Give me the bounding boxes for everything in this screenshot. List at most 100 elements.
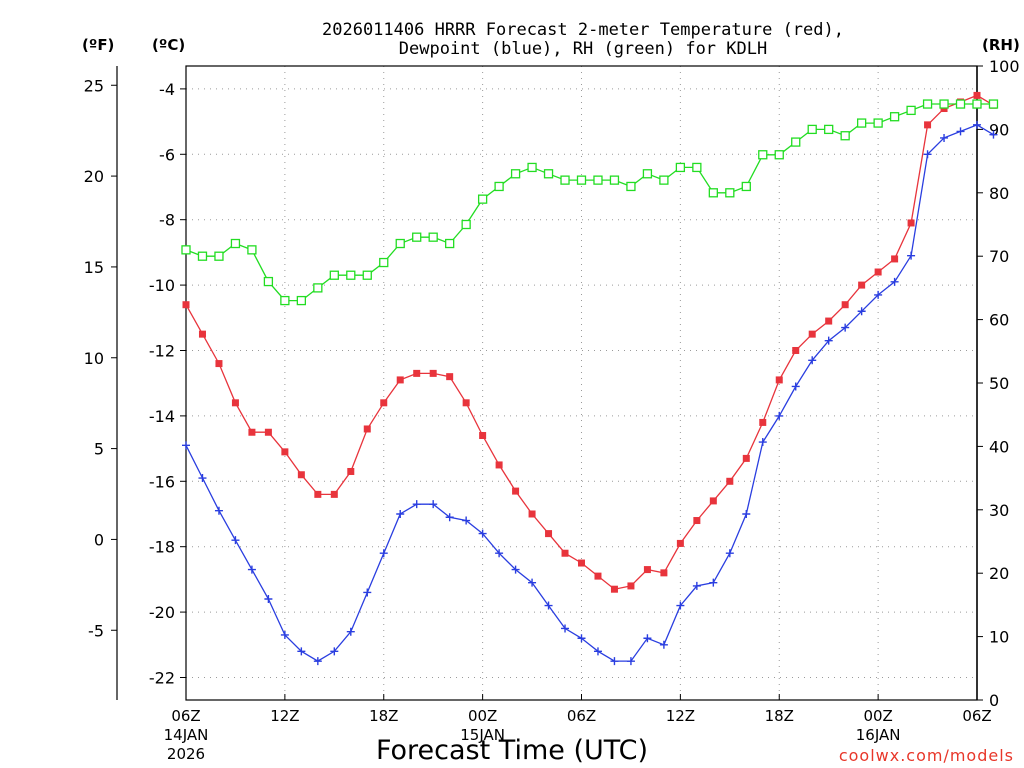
temperature-point bbox=[363, 425, 371, 433]
rh-point bbox=[412, 232, 422, 242]
rh-point bbox=[428, 232, 438, 242]
rh-point bbox=[214, 251, 224, 261]
rh-point bbox=[659, 175, 669, 185]
celsius-tick-label: -10 bbox=[149, 276, 175, 295]
dewpoint-point bbox=[940, 133, 949, 142]
dewpoint-point bbox=[313, 657, 322, 666]
celsius-tick-label: -6 bbox=[159, 145, 175, 164]
dewpoint-point bbox=[478, 529, 487, 538]
dewpoint-point bbox=[182, 441, 190, 450]
rh-point bbox=[230, 238, 241, 249]
rh-point bbox=[576, 175, 587, 185]
temperature-point bbox=[874, 268, 882, 276]
rh-point bbox=[856, 118, 867, 128]
dewpoint-point bbox=[379, 549, 388, 558]
rh-tick-label: 0 bbox=[989, 691, 999, 710]
temperature-point bbox=[726, 477, 734, 485]
rh-point bbox=[461, 219, 471, 230]
fahrenheit-tick-label: 10 bbox=[84, 349, 104, 368]
dewpoint-point bbox=[429, 500, 438, 509]
temperature-point bbox=[479, 432, 487, 440]
rh-point bbox=[280, 295, 290, 306]
rh-point bbox=[939, 99, 949, 109]
dewpoint-point bbox=[544, 601, 553, 610]
temperature-point bbox=[693, 517, 701, 525]
dewpoint-point bbox=[330, 647, 339, 656]
temperature-point bbox=[891, 255, 899, 263]
celsius-tick-label: -22 bbox=[149, 668, 175, 687]
rh-tick-label: 60 bbox=[989, 311, 1009, 330]
temperature-point bbox=[231, 399, 239, 407]
celsius-tick-label: -8 bbox=[159, 211, 175, 230]
celsius-tick-label: -18 bbox=[149, 538, 175, 557]
temperature-point bbox=[627, 582, 635, 590]
x-tick-label: 18Z bbox=[369, 707, 398, 725]
rh-unit-label: (RH) bbox=[982, 36, 1020, 54]
rh-point bbox=[807, 124, 817, 135]
rh-point bbox=[955, 99, 966, 109]
temperature-point bbox=[347, 467, 355, 475]
x-date-label: 14JAN bbox=[164, 726, 209, 744]
x-tick-label: 06Z bbox=[962, 707, 991, 725]
temperature-point bbox=[578, 559, 585, 567]
grid-lines bbox=[185, 66, 978, 700]
dewpoint-line bbox=[185, 124, 994, 662]
dewpoint-point bbox=[511, 565, 520, 574]
celsius-tick-label: -12 bbox=[149, 341, 175, 360]
fahrenheit-tick-label: 15 bbox=[84, 258, 104, 277]
rh-tick-label: 50 bbox=[989, 374, 1009, 393]
temperature-point bbox=[742, 454, 750, 462]
dewpoint-point bbox=[231, 536, 240, 545]
dewpoint-point bbox=[445, 513, 454, 522]
x-axis-label: Forecast Time (UTC) bbox=[376, 735, 648, 766]
temperature-point bbox=[792, 346, 800, 354]
dewpoint-point bbox=[725, 549, 734, 558]
x-tick-label: 06Z bbox=[171, 707, 200, 725]
series-layer bbox=[181, 91, 999, 666]
dewpoint-point bbox=[824, 336, 833, 345]
rh-point bbox=[527, 162, 537, 173]
dewpoint-point bbox=[890, 277, 899, 286]
temperature-point bbox=[281, 448, 289, 456]
rh-point bbox=[296, 295, 307, 306]
dewpoint-point bbox=[841, 323, 850, 332]
temperature-point bbox=[215, 360, 223, 368]
dewpoint-point bbox=[626, 657, 635, 666]
rh-point bbox=[642, 169, 653, 179]
rh-line bbox=[185, 103, 994, 302]
rh-point bbox=[725, 188, 735, 198]
rh-tick-label: 90 bbox=[989, 120, 1009, 139]
temperature-point bbox=[643, 566, 651, 574]
temperature-point bbox=[495, 461, 503, 469]
dewpoint-point bbox=[643, 634, 652, 643]
dewpoint-point bbox=[264, 595, 273, 604]
dewpoint-point bbox=[346, 627, 355, 636]
rh-point bbox=[741, 181, 751, 192]
rh-point bbox=[313, 283, 323, 293]
dewpoint-point bbox=[692, 581, 701, 590]
dewpoint-point bbox=[297, 647, 306, 656]
rh-point bbox=[445, 238, 455, 249]
fahrenheit-tick-label: 20 bbox=[84, 167, 104, 186]
dewpoint-point bbox=[659, 640, 668, 649]
fahrenheit-tick-label: -5 bbox=[88, 621, 104, 640]
rh-point bbox=[247, 245, 257, 255]
x-date-label: 16JAN bbox=[856, 726, 901, 744]
temperature-point bbox=[610, 585, 618, 593]
x-tick-label: 00Z bbox=[468, 707, 497, 725]
rh-point bbox=[906, 105, 916, 116]
rh-tick-label: 100 bbox=[989, 57, 1020, 76]
dewpoint-point bbox=[396, 509, 405, 518]
temperature-point bbox=[660, 569, 668, 577]
rh-tick-label: 30 bbox=[989, 501, 1009, 520]
dewpoint-point bbox=[412, 500, 421, 509]
temperature-point bbox=[825, 317, 833, 325]
temperature-point bbox=[413, 369, 421, 377]
temperature-point bbox=[429, 369, 437, 377]
temperature-point bbox=[841, 301, 849, 309]
celsius-tick-label: -4 bbox=[159, 80, 175, 99]
dewpoint-point bbox=[758, 438, 767, 447]
chart-title-line1: 2026011406 HRRR Forecast 2-meter Tempera… bbox=[322, 20, 844, 40]
rh-point bbox=[774, 150, 784, 160]
dewpoint-series bbox=[182, 120, 998, 666]
